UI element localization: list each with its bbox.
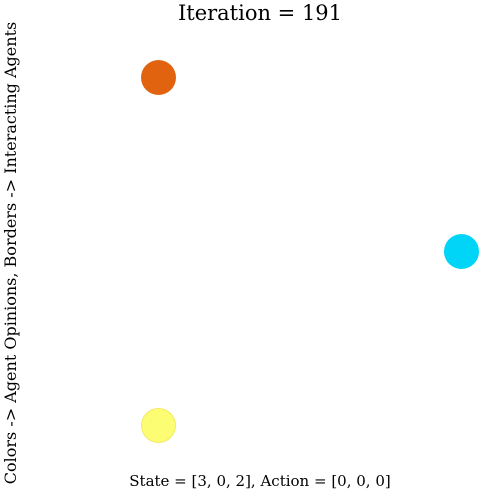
agent-dot-orange: [141, 60, 176, 95]
state-action-label: State = [3, 0, 2], Action = [0, 0, 0]: [129, 472, 391, 490]
y-axis-label: Colors -> Agent Opinions, Borders -> Int…: [1, 21, 20, 485]
agent-dot-yellow: [141, 408, 176, 443]
agent-dot-cyan: [444, 234, 479, 269]
plot-title: Iteration = 191: [177, 1, 343, 25]
